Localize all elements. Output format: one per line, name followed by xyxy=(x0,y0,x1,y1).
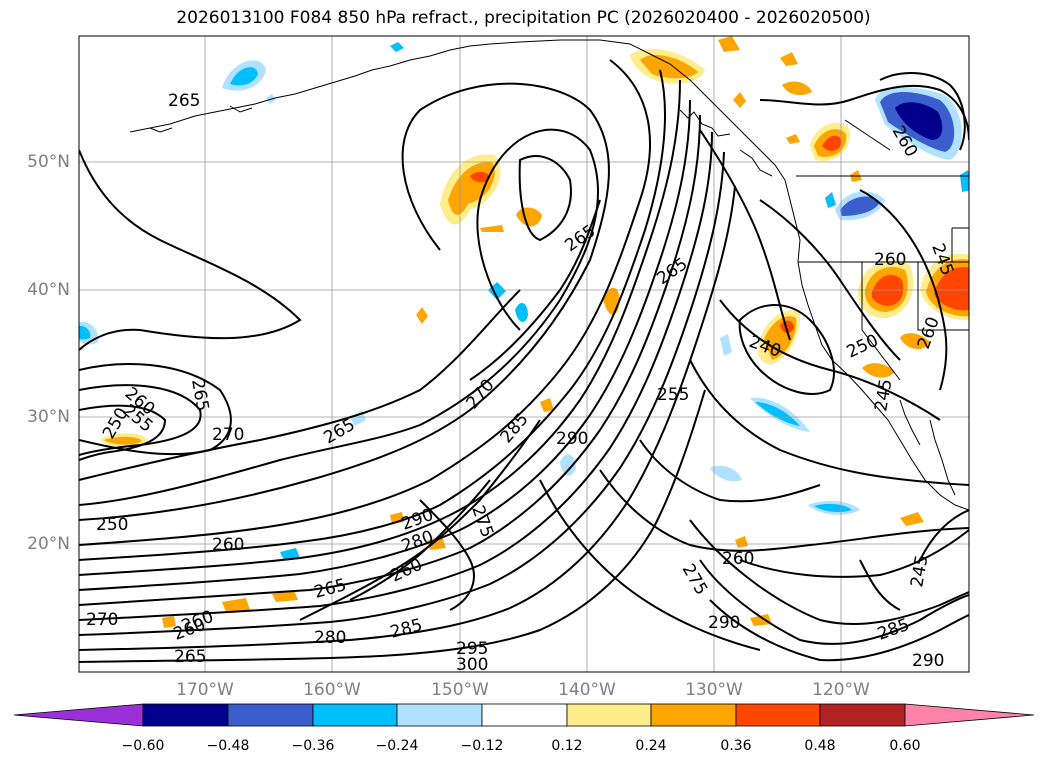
colorbar-tick-label: −0.60 xyxy=(121,738,165,754)
contour-label: 295 xyxy=(456,639,488,659)
colorbar-segment xyxy=(481,703,568,727)
lon-label: 170°W xyxy=(176,680,234,700)
contour-label: 260 xyxy=(722,549,754,569)
contour-label: 270 xyxy=(86,610,118,630)
contour-label: 290 xyxy=(556,429,588,449)
refractivity-contours xyxy=(79,59,969,663)
lat-label: 30°N xyxy=(27,407,70,427)
lat-label: 40°N xyxy=(27,280,70,300)
lon-label: 130°W xyxy=(685,680,743,700)
contour-label: 300 xyxy=(456,655,488,675)
colorbar-max-extension xyxy=(904,703,1035,727)
colorbar-tick-label: 0.36 xyxy=(720,738,752,754)
lon-label: 120°W xyxy=(812,680,870,700)
colorbar-segment xyxy=(227,703,314,727)
contour-label: 280 xyxy=(314,628,346,648)
colorbar-tick-label: 0.12 xyxy=(551,738,583,754)
lon-label: 150°W xyxy=(431,680,489,700)
contour-label: 265 xyxy=(168,91,200,111)
contour-label: 290 xyxy=(912,651,944,671)
colorbar-segment xyxy=(312,703,398,727)
colorbar-tick-label: −0.36 xyxy=(291,738,335,754)
colorbar-segment xyxy=(566,703,652,727)
colorbar-segment xyxy=(819,703,906,727)
contour-label: 270 xyxy=(212,425,244,445)
lat-label: 20°N xyxy=(27,534,70,554)
contour-label: 265 xyxy=(174,647,206,667)
contour-label: 255 xyxy=(657,385,689,405)
contour-label: 250 xyxy=(96,515,128,535)
colorbar-tick-label: 0.48 xyxy=(804,738,836,754)
colorbar-tick-label: 0.60 xyxy=(889,738,921,754)
contour-label: 260 xyxy=(212,535,244,555)
figure-title: 2026013100 F084 850 hPa refract., precip… xyxy=(176,8,871,28)
grid-lines xyxy=(79,36,969,672)
colorbar-tick-label: 0.24 xyxy=(635,738,667,754)
colorbar-min-extension xyxy=(13,703,144,727)
coastlines xyxy=(129,39,969,511)
colorbar xyxy=(13,703,1035,727)
lon-label: 140°W xyxy=(558,680,616,700)
contour-label: 260 xyxy=(874,250,906,270)
colorbar-tick-label: −0.12 xyxy=(460,738,504,754)
plot-frame xyxy=(78,35,970,673)
colorbar-segment xyxy=(396,703,483,727)
contour-label: 290 xyxy=(708,613,740,633)
colorbar-segment xyxy=(142,703,229,727)
colorbar-segment xyxy=(735,703,821,727)
lat-label: 50°N xyxy=(27,152,70,172)
lon-label: 160°W xyxy=(303,680,361,700)
colorbar-tick-label: −0.24 xyxy=(375,738,419,754)
colorbar-segment xyxy=(650,703,737,727)
colorbar-tick-label: −0.48 xyxy=(206,738,250,754)
